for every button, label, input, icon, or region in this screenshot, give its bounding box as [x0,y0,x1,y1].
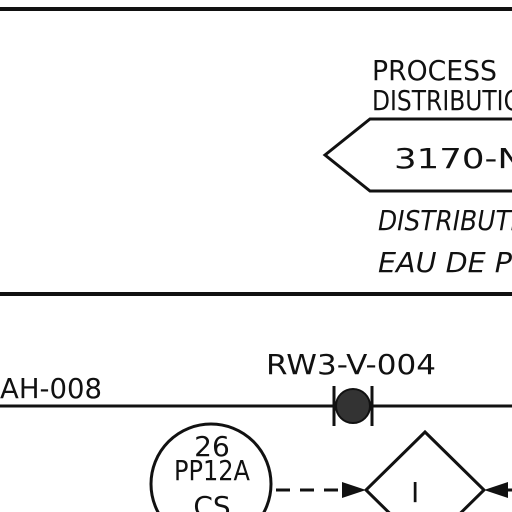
connector-tag: 3170-N [394,142,512,175]
instrument-number: 26 [194,430,230,463]
instrument-bubble [149,422,273,512]
title-text: DISTRIBUTIO [372,84,512,117]
line-label: AH-008 [0,372,102,405]
interlock-diamond [363,429,487,512]
title-text: DISTRIBUTI [378,204,512,237]
title-text: EAU DE P [378,246,512,279]
arrow-head [342,482,366,498]
valve [335,388,371,424]
instrument-tag: PP12A [174,454,250,487]
valve-label: RW3-V-004 [266,348,436,381]
instrument-function: CS [193,490,230,512]
interlock-label: I [411,476,419,509]
off-page-connector [322,117,512,193]
title-text: PROCESS [372,54,497,87]
arrow-head [484,482,508,498]
